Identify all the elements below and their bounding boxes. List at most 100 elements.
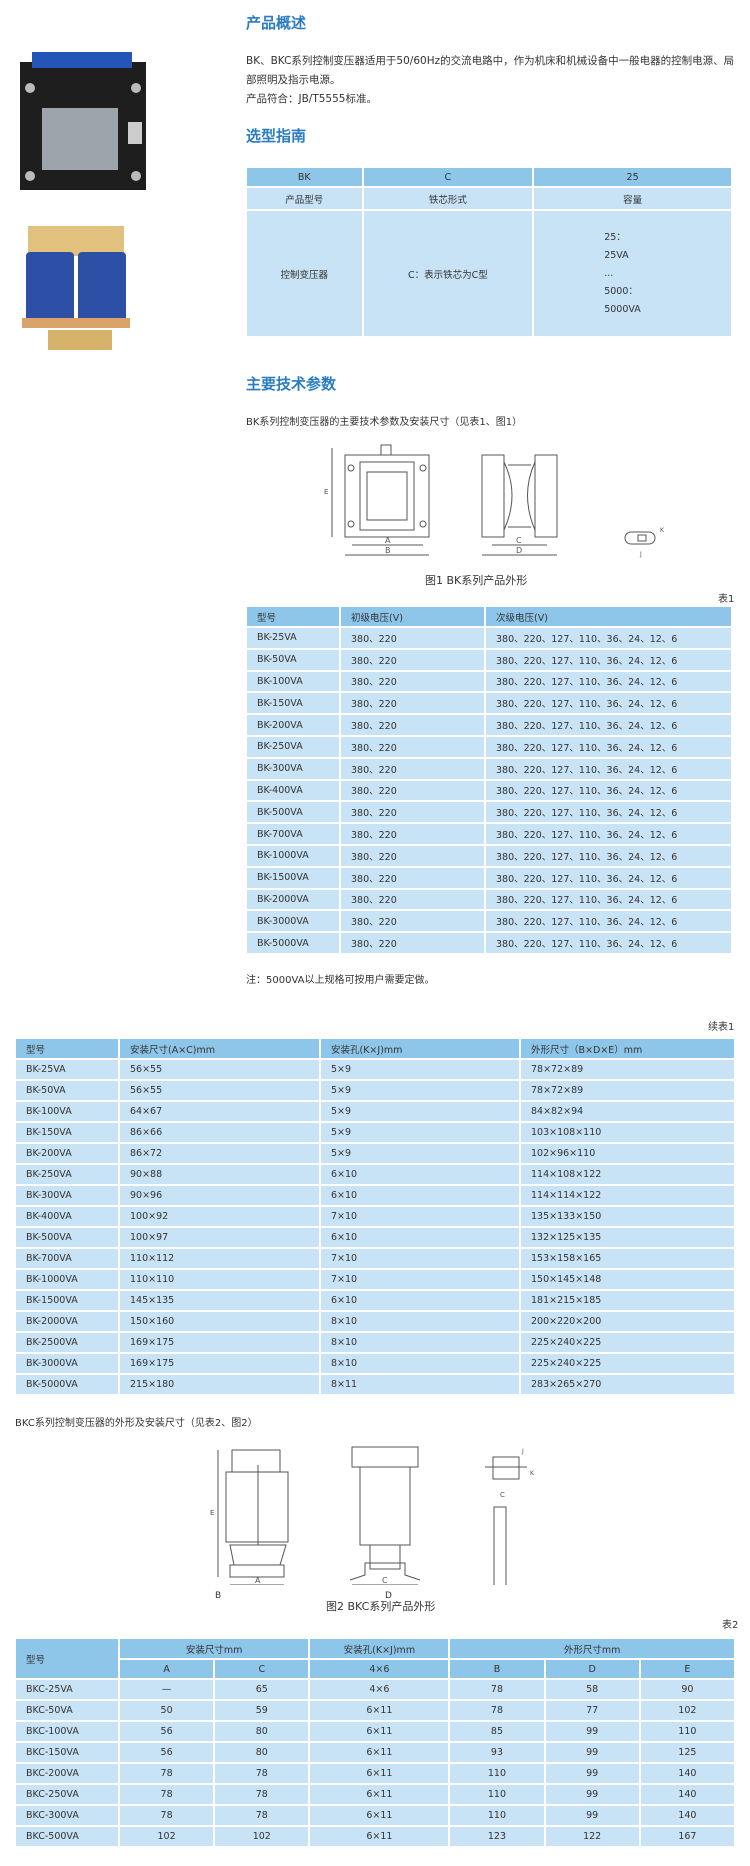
- table-cell: 215×180: [118, 1373, 321, 1396]
- capacity-line: ...: [604, 267, 614, 279]
- column-header: 型号: [245, 605, 341, 628]
- table-row: BKC-150VA 56 80 6×11 93 99 125: [14, 1741, 737, 1764]
- table-cell: 380、220、127、110、36、24、12、6: [484, 669, 733, 694]
- table-row: BKC-50VA 50 59 6×11 78 77 102: [14, 1699, 737, 1722]
- capacity-line: 25VA: [604, 249, 629, 261]
- dim-label-k: K: [660, 527, 665, 534]
- table-cell: BKC-25VA: [14, 1678, 120, 1701]
- table-cell: BKC-500VA: [14, 1825, 120, 1848]
- table-row: BK-400VA 380、220 380、220、127、110、36、24、12、…: [245, 778, 733, 803]
- table-cell: BKC-200VA: [14, 1762, 120, 1785]
- table-row: BK-150VA 380、220 380、220、127、110、36、24、12、…: [245, 691, 733, 716]
- table-row: BK-3000VA 169×175 8×10 225×240×225: [14, 1352, 736, 1375]
- table-cell: 99: [543, 1783, 641, 1806]
- table-cell: 380、220、127、110、36、24、12、6: [484, 647, 733, 672]
- table-cell: 380、220、127、110、36、24、12、6: [484, 626, 733, 650]
- table-cell: BK-1000VA: [245, 843, 341, 868]
- table-cell: 380、220: [339, 865, 486, 890]
- table-cell: 78: [117, 1804, 216, 1827]
- table-cell: 50: [117, 1699, 216, 1722]
- table-cell: 380、220: [339, 843, 486, 868]
- column-header: 外形尺寸（B×D×E）mm: [519, 1037, 736, 1060]
- table-cell: 6×11: [308, 1783, 451, 1806]
- table-row: BK-2500VA 169×175 8×10 225×240×225: [14, 1331, 736, 1354]
- table-cell: 65: [213, 1678, 311, 1701]
- table-cell: 102×96×110: [519, 1142, 736, 1165]
- table-cell: 114×114×122: [519, 1184, 736, 1207]
- table-cell: 167: [638, 1825, 737, 1848]
- table-cell: 103×108×110: [519, 1121, 736, 1144]
- dim-label-e: E: [324, 488, 328, 496]
- table-row: BK-500VA 380、220 380、220、127、110、36、24、12、…: [245, 800, 733, 825]
- table-cell: 6×10: [319, 1226, 521, 1249]
- table-1-continued: 型号 安装尺寸(A×C)mm 安装孔(K×J)mm 外形尺寸（B×D×E）mm BK-2…: [14, 1037, 736, 1396]
- header-install-size: 安装尺寸mm: [117, 1637, 311, 1660]
- table-cell: BK-300VA: [245, 756, 341, 781]
- table-row: BKC-200VA 78 78 6×11 110 99 140: [14, 1762, 737, 1785]
- table-row: BK-1000VA 110×110 7×10 150×145×148: [14, 1268, 736, 1291]
- table-row: BK-25VA 380、220 380、220、127、110、36、24、12、6: [245, 626, 733, 650]
- table-cell: 5×9: [319, 1142, 521, 1165]
- table-2: 型号 安装尺寸mm 安装孔(K×J)mm 外形尺寸mm A C 4×6 B D …: [14, 1637, 737, 1848]
- table-cell: 56×55: [118, 1079, 321, 1102]
- table-cell: 380、220、127、110、36、24、12、6: [484, 843, 733, 868]
- guide-capacity: 25： 25VA... 5000： 5000VA: [532, 209, 733, 338]
- table-cell: 380、220、127、110、36、24、12、6: [484, 909, 733, 934]
- table-cell: 78: [213, 1762, 311, 1785]
- overview-standard: 产品符合：JB/T5555标准。: [246, 93, 377, 105]
- dim-label-j: J: [521, 1448, 524, 1455]
- table-row: BK-300VA 90×96 6×10 114×114×122: [14, 1184, 736, 1207]
- table-cell: 123: [448, 1825, 546, 1848]
- subheader-d: D: [543, 1658, 641, 1680]
- table-cell: 100×97: [118, 1226, 321, 1249]
- table-cell: BK-2000VA: [14, 1310, 120, 1333]
- table-row: BK-250VA 380、220 380、220、127、110、36、24、12、…: [245, 734, 733, 759]
- table-cell: 86×66: [118, 1121, 321, 1144]
- table-cell: 5×9: [319, 1058, 521, 1081]
- table-cell: 380、220: [339, 734, 486, 759]
- table-cell: 5×9: [319, 1121, 521, 1144]
- table-row: BK-500VA 100×97 6×10 132×125×135: [14, 1226, 736, 1249]
- table-cell: BK-500VA: [245, 800, 341, 825]
- table-cell: 93: [448, 1741, 546, 1764]
- header-install-hole: 安装孔(K×J)mm: [308, 1637, 451, 1660]
- bk-transformer-photo: [20, 52, 146, 190]
- table-cell: BK-200VA: [14, 1142, 120, 1165]
- table-row: BK-100VA 380、220 380、220、127、110、36、24、12、…: [245, 669, 733, 694]
- table-cell: 135×133×150: [519, 1205, 736, 1228]
- table-cell: 90×96: [118, 1184, 321, 1207]
- table-cell: 59: [213, 1699, 311, 1722]
- table-cell: 380、220: [339, 778, 486, 803]
- table-cell: BK-2500VA: [14, 1331, 120, 1354]
- dim-label-b: B: [215, 1591, 222, 1601]
- table-cell: 169×175: [118, 1331, 321, 1354]
- table-cell: 8×10: [319, 1352, 521, 1375]
- table-cell: BK-300VA: [14, 1184, 120, 1207]
- table-cell: BK-100VA: [14, 1100, 120, 1123]
- capacity-line: 5000VA: [604, 303, 641, 315]
- table-cell: BK-200VA: [245, 713, 341, 737]
- dim-label-j: J: [639, 551, 642, 558]
- table-cell: 380、220: [339, 669, 486, 694]
- guide-code: C: [361, 166, 535, 188]
- table-row: BK-5000VA 215×180 8×11 283×265×270: [14, 1373, 736, 1396]
- table-cell: 56×55: [118, 1058, 321, 1081]
- table-cell: 6×11: [308, 1720, 451, 1743]
- guide-label: 产品型号: [245, 186, 364, 211]
- header-outline-size: 外形尺寸mm: [448, 1637, 736, 1660]
- table-cell: 90×88: [118, 1163, 321, 1186]
- dim-label-a: A: [255, 1576, 261, 1585]
- table-cell: BK-5000VA: [245, 931, 341, 955]
- table-cell: 140: [638, 1804, 737, 1827]
- table-cell: 78×72×89: [519, 1079, 736, 1102]
- table-cell: BK-400VA: [245, 778, 341, 803]
- table-cell: 153×158×165: [519, 1247, 736, 1270]
- params-title: 主要技术参数: [246, 375, 337, 393]
- table-cell: 110×110: [118, 1268, 321, 1291]
- table-cell: BK-1500VA: [14, 1289, 120, 1312]
- bkc-transformer-photo: [22, 226, 130, 350]
- table-cell: 380、220: [339, 691, 486, 716]
- table-cell: 6×10: [319, 1289, 521, 1312]
- table-cell: 110×112: [118, 1247, 321, 1270]
- table-1-label: 表1: [718, 594, 735, 605]
